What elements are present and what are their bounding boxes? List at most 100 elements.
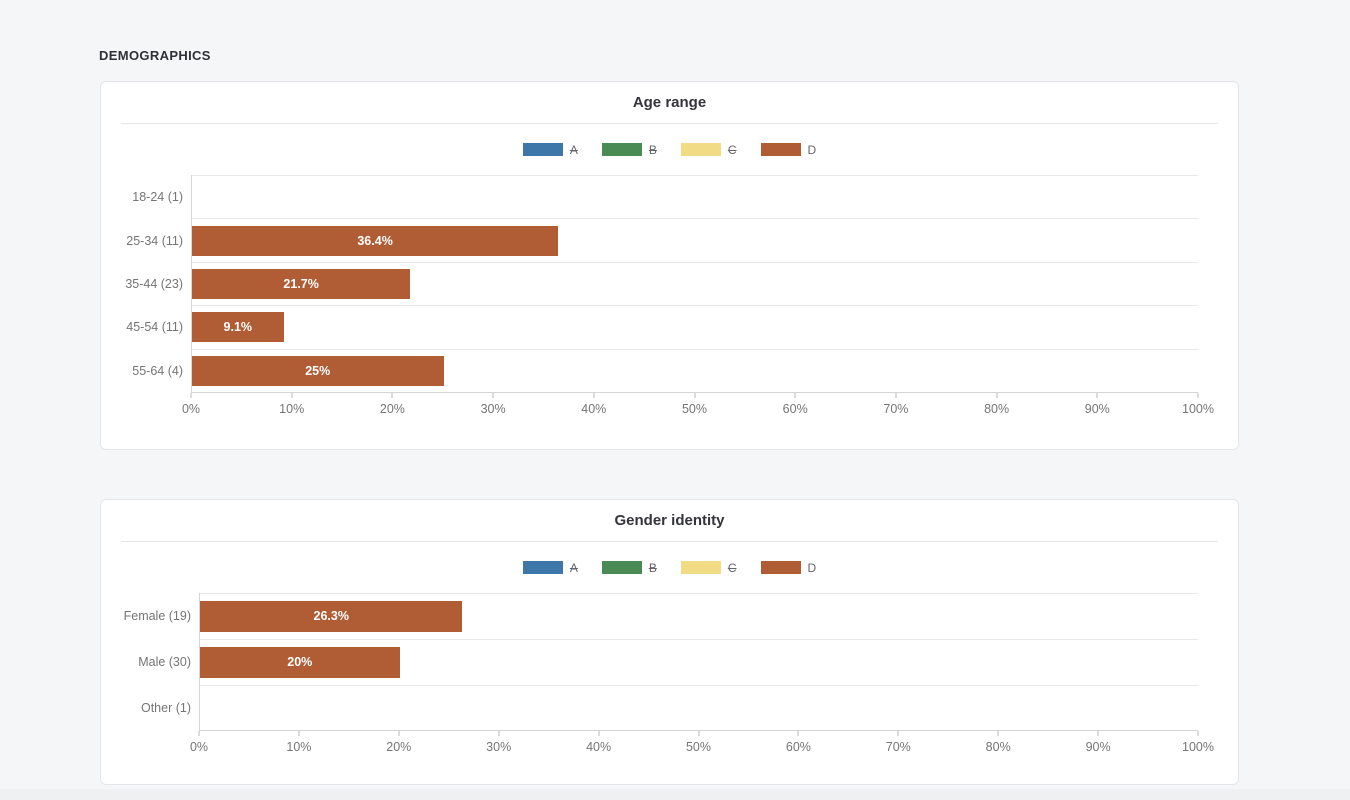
x-tick-mark	[694, 392, 695, 398]
x-tick-mark	[1197, 731, 1199, 737]
x-tick-label: 100%	[1182, 401, 1214, 416]
bar-value-label: 9.1%	[223, 320, 253, 335]
x-tick-mark	[797, 731, 799, 737]
x-tick-mark	[997, 731, 999, 737]
gender-identity-chart-card: Gender identity A B C D Female (19) 26.3% Mal…	[100, 499, 1239, 785]
legend-item-a[interactable]: A	[522, 143, 578, 157]
x-tick-label: 80%	[985, 740, 1011, 755]
chart-row: Female (19) 26.3%	[124, 593, 1198, 639]
chart-row: Male (30) 20%	[138, 638, 1198, 685]
chart-row: Other (1)	[141, 684, 1198, 731]
legend-label: D	[807, 560, 817, 575]
bar-value-label: 25%	[305, 363, 331, 378]
legend-swatch-icon	[601, 561, 642, 574]
bar[interactable]: 9.1%	[192, 312, 284, 343]
bar[interactable]: 20%	[200, 646, 400, 678]
bar[interactable]: 26.3%	[200, 600, 463, 632]
legend-label: B	[648, 142, 657, 157]
category-label: Female (19)	[123, 609, 191, 624]
category-label: 45-54 (11)	[126, 320, 183, 335]
bar[interactable]: 21.7%	[192, 268, 411, 299]
page-bottom-edge	[0, 789, 1350, 800]
legend-item-a[interactable]: A	[522, 560, 578, 575]
x-axis: 0% 10% 20% 30% 40% 50% 60% 70% 80% 90% 100%	[190, 731, 1214, 765]
x-tick-label: 60%	[782, 401, 808, 416]
x-tick-mark	[996, 392, 998, 398]
legend-label: B	[648, 560, 657, 575]
legend-swatch-icon	[680, 143, 721, 156]
x-tick-label: 50%	[685, 740, 712, 755]
bar[interactable]: 36.4%	[192, 225, 559, 256]
x-tick-label: 60%	[785, 740, 811, 755]
legend-swatch-icon	[680, 561, 721, 574]
plot-rows: 18-24 (1) 25-34 (11) 36.4% 35-44 (23) 21.7% 4…	[125, 175, 1198, 393]
legend-item-c[interactable]: C	[680, 560, 737, 575]
x-tick-label: 90%	[1084, 401, 1110, 416]
legend-swatch-icon	[522, 143, 563, 156]
bar[interactable]: 25%	[192, 355, 444, 386]
bar-value-label: 36.4%	[357, 233, 393, 248]
section-title-demographics: DEMOGRAPHICS	[99, 48, 211, 63]
legend-swatch-icon	[760, 143, 801, 156]
bar-value-label: 20%	[287, 655, 313, 670]
x-tick-label: 90%	[1085, 740, 1111, 755]
chart-title: Age range	[632, 94, 707, 111]
x-tick-mark	[398, 731, 400, 737]
x-tick-label: 70%	[883, 401, 909, 416]
x-tick-mark	[593, 392, 595, 398]
chart-title: Gender identity	[614, 512, 725, 529]
category-label: 35-44 (23)	[125, 276, 183, 291]
chart-legend: A B C D	[101, 542, 1238, 593]
bar-value-label: 21.7%	[283, 276, 319, 291]
x-tick-label: 10%	[279, 401, 305, 416]
x-tick-mark	[895, 392, 897, 398]
plot-area: Female (19) 26.3% Male (30) 20% Other (1)	[101, 593, 1198, 732]
x-tick-mark	[1097, 731, 1099, 737]
x-tick-mark	[698, 731, 699, 737]
category-label: 18-24 (1)	[132, 190, 183, 205]
bar-value-label: 26.3%	[313, 609, 349, 624]
plot-rows: Female (19) 26.3% Male (30) 20% Other (1)	[124, 593, 1198, 732]
x-tick-label: 0%	[181, 401, 201, 416]
x-tick-mark	[498, 731, 500, 737]
x-tick-mark	[291, 392, 293, 398]
chart-row: 45-54 (11) 9.1%	[126, 305, 1198, 348]
plot-area: 18-24 (1) 25-34 (11) 36.4% 35-44 (23) 21.7% 4…	[101, 175, 1198, 393]
x-tick-mark	[298, 731, 300, 737]
chart-row: 18-24 (1)	[132, 175, 1198, 218]
legend-item-d[interactable]: D	[760, 560, 817, 575]
x-tick-label: 40%	[586, 740, 612, 755]
category-label: 55-64 (4)	[132, 363, 183, 378]
legend-item-b[interactable]: B	[601, 142, 657, 157]
x-tick-label: 100%	[1182, 740, 1214, 755]
x-tick-mark	[897, 731, 899, 737]
x-tick-mark	[391, 392, 393, 398]
x-tick-label: 10%	[286, 740, 312, 755]
card-title-divider	[121, 541, 1218, 542]
legend-label: C	[727, 560, 737, 575]
card-title-divider	[121, 123, 1218, 124]
chart-legend: A B C D	[101, 124, 1238, 175]
legend-item-c[interactable]: C	[680, 142, 737, 157]
x-tick-label: 30%	[480, 401, 506, 416]
x-tick-label: 40%	[581, 401, 607, 416]
legend-item-b[interactable]: B	[601, 560, 657, 575]
legend-swatch-icon	[522, 561, 563, 574]
legend-swatch-icon	[601, 143, 642, 156]
x-tick-label: 30%	[486, 740, 512, 755]
chart-row: 55-64 (4) 25%	[132, 348, 1198, 392]
chart-row: 35-44 (23) 21.7%	[125, 261, 1198, 305]
x-tick-mark	[598, 731, 600, 737]
x-tick-label: 50%	[681, 401, 708, 416]
x-tick-mark	[198, 731, 200, 737]
legend-item-d[interactable]: D	[760, 142, 817, 157]
legend-label: D	[807, 142, 817, 157]
x-tick-label: 20%	[379, 401, 405, 416]
x-axis: 0% 10% 20% 30% 40% 50% 60% 70% 80% 90% 100%	[182, 392, 1214, 427]
x-tick-label: 0%	[189, 740, 209, 755]
legend-label: A	[569, 560, 578, 575]
x-tick-label: 80%	[984, 401, 1010, 416]
x-tick-mark	[794, 392, 796, 398]
legend-swatch-icon	[760, 561, 801, 574]
legend-label: C	[727, 142, 737, 157]
